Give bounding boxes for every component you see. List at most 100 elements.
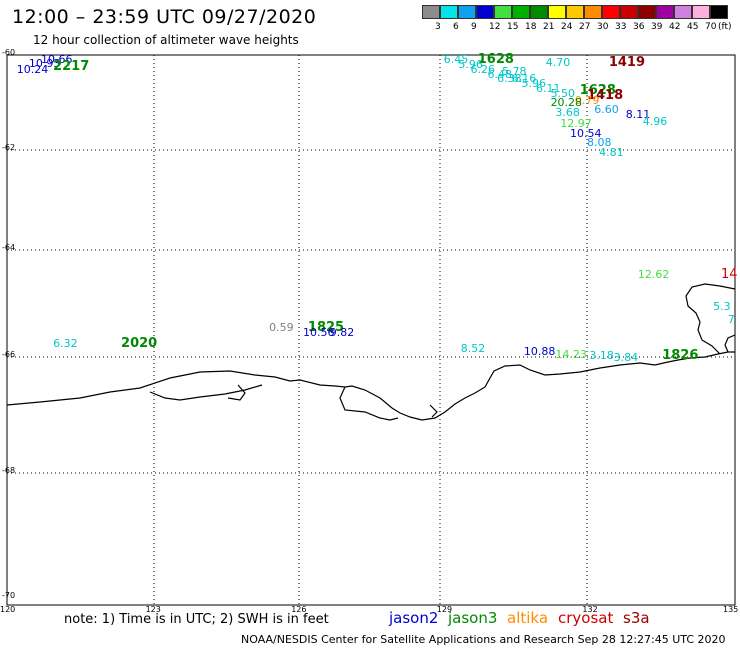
coastline-bay-1 — [149, 384, 263, 401]
colorbar-tick-label: 6 — [453, 22, 459, 32]
colorbar-swatch — [476, 5, 494, 19]
map-frame — [6, 54, 736, 606]
colorbar-tick-label: 3 — [435, 22, 441, 32]
colorbar-swatch — [638, 5, 656, 19]
colorbar-tick-label: 18 — [525, 22, 537, 32]
wave-height-label: 8.52 — [460, 342, 486, 356]
colorbar-swatch — [458, 5, 476, 19]
colorbar-tick-label: 12 — [489, 22, 501, 32]
wave-height-label: 3.68 — [555, 105, 580, 119]
colorbar-swatch — [620, 5, 638, 19]
latitude-label: -70 — [2, 591, 16, 600]
longitude-label: 126 — [291, 605, 307, 614]
wave-height-label: 10.56 — [303, 326, 335, 340]
satellite-cryosat: cryosat — [558, 609, 614, 627]
wave-height-label: 9.82 — [329, 326, 355, 340]
coastline-bay-3 — [339, 386, 399, 421]
longitude-label: 129 — [436, 605, 453, 614]
coastline-east — [685, 283, 736, 355]
latitude-label: -68 — [2, 466, 16, 475]
wave-height-label: 5.96 — [521, 77, 546, 90]
colorbar-tick-label: 30 — [597, 22, 609, 32]
wave-height-label: 3.18 — [589, 349, 614, 363]
wave-height-label: 6.11 — [536, 81, 561, 95]
pass-time-label: 2217 — [53, 59, 90, 75]
pass-time-label: 2020 — [121, 336, 158, 352]
wave-height-label: 10.88 — [523, 345, 556, 359]
coastline — [6, 283, 736, 421]
wave-height-label: 4.96 — [642, 115, 668, 128]
wave-height-label: 6.26 — [470, 62, 495, 76]
wave-height-label: 5.96 — [458, 58, 483, 71]
colorbar-swatch — [440, 5, 458, 19]
wave-height-label: 14 — [721, 266, 738, 282]
colorbar-tick-label: 42 — [669, 22, 681, 32]
latitude-label: -64 — [2, 243, 16, 252]
pass-time-label: 1418 — [586, 87, 624, 103]
map-title: 12:00 – 23:59 UTC 09/27/2020 — [12, 6, 317, 28]
wave-height-label: 5.78 — [502, 65, 527, 79]
wave-height-label: 10.93 — [28, 57, 61, 71]
coastline-bay-4 — [429, 404, 438, 418]
wave-height-label: 3.84 — [613, 350, 639, 364]
pass-time-label: 1628 — [477, 52, 514, 68]
pass-time-label: 1826 — [662, 348, 699, 364]
wave-height-label: 8.11 — [625, 107, 651, 121]
satellite-jason3: jason3 — [448, 609, 498, 627]
colorbar-swatch — [674, 5, 692, 19]
colorbar-tick-label: 27 — [579, 22, 591, 32]
footer-note: note: 1) Time is in UTC; 2) SWH is in fe… — [64, 612, 329, 627]
colorbar-tick-label: 45 — [687, 22, 699, 32]
colorbar-tick-label: 36 — [633, 22, 645, 32]
pass-time-label: 1825 — [307, 320, 345, 336]
satellite-jason2: jason2 — [389, 609, 439, 627]
wave-height-label: 6.45 — [443, 53, 469, 67]
satellite-altika: altika — [507, 609, 549, 627]
pass-time-label: 1628 — [579, 83, 616, 99]
colorbar-tick-label: 33 — [615, 22, 627, 32]
colorbar-tick-label: 9 — [471, 22, 477, 32]
wave-height-label: 12.97 — [560, 117, 592, 131]
wave-height-label: 10.24 — [16, 62, 49, 76]
coastline-east-inlet — [724, 334, 736, 353]
colorbar-swatch — [494, 5, 512, 19]
latitude-label: -66 — [2, 350, 16, 359]
colorbar-swatch — [602, 5, 620, 19]
colorbar-swatch — [656, 5, 674, 19]
wave-height-label: 20.28 — [550, 96, 583, 109]
colorbar-tick-label: 39 — [651, 22, 663, 32]
colorbar-swatch — [422, 5, 440, 19]
graticule — [7, 55, 735, 605]
pass-time-label: 1419 — [608, 54, 645, 70]
coastline-bay-2 — [227, 384, 246, 401]
wave-height-label: 8.08 — [586, 136, 612, 150]
colorbar-unit: (ft) — [718, 22, 732, 32]
wave-height-label: 4.70 — [545, 55, 571, 69]
wave-height-label: 4.81 — [599, 146, 624, 159]
wave-height-label: 0.79 — [574, 93, 600, 107]
wave-height-label: 6.16 — [511, 72, 537, 86]
longitude-label: 120 — [0, 605, 16, 614]
wave-height-label: 6.32 — [53, 337, 78, 351]
wave-height-label: 5.3 — [713, 299, 731, 313]
wave-height-label: 6.60 — [594, 103, 619, 117]
longitude-label: 135 — [723, 605, 739, 614]
longitude-label: 132 — [582, 605, 598, 614]
longitude-label: 123 — [145, 605, 161, 614]
colorbar-tick-label: 15 — [507, 22, 519, 32]
wave-height-label: 6.48 — [487, 67, 512, 81]
colorbar-legend: 3 6 9 12 15 18 21 24 27 30 33 36 39 42 45 70 (ft) — [422, 5, 732, 35]
wave-height-label: 0.59 — [269, 321, 294, 335]
wave-height-label: 14.23 — [555, 347, 587, 361]
wave-height-label: 7 — [727, 313, 735, 327]
latitude-label: -60 — [2, 48, 16, 57]
colorbar-swatch — [584, 5, 602, 19]
wave-height-label: 10.66 — [40, 53, 73, 67]
colorbar-tick-label: 70 — [705, 22, 717, 32]
latitude-label: -62 — [2, 143, 16, 152]
colorbar-swatch — [692, 5, 710, 19]
credit-line: NOAA/NESDIS Center for Satellite Applica… — [241, 633, 726, 646]
map-subtitle: 12 hour collection of altimeter wave hei… — [33, 33, 299, 47]
colorbar-swatch — [548, 5, 566, 19]
